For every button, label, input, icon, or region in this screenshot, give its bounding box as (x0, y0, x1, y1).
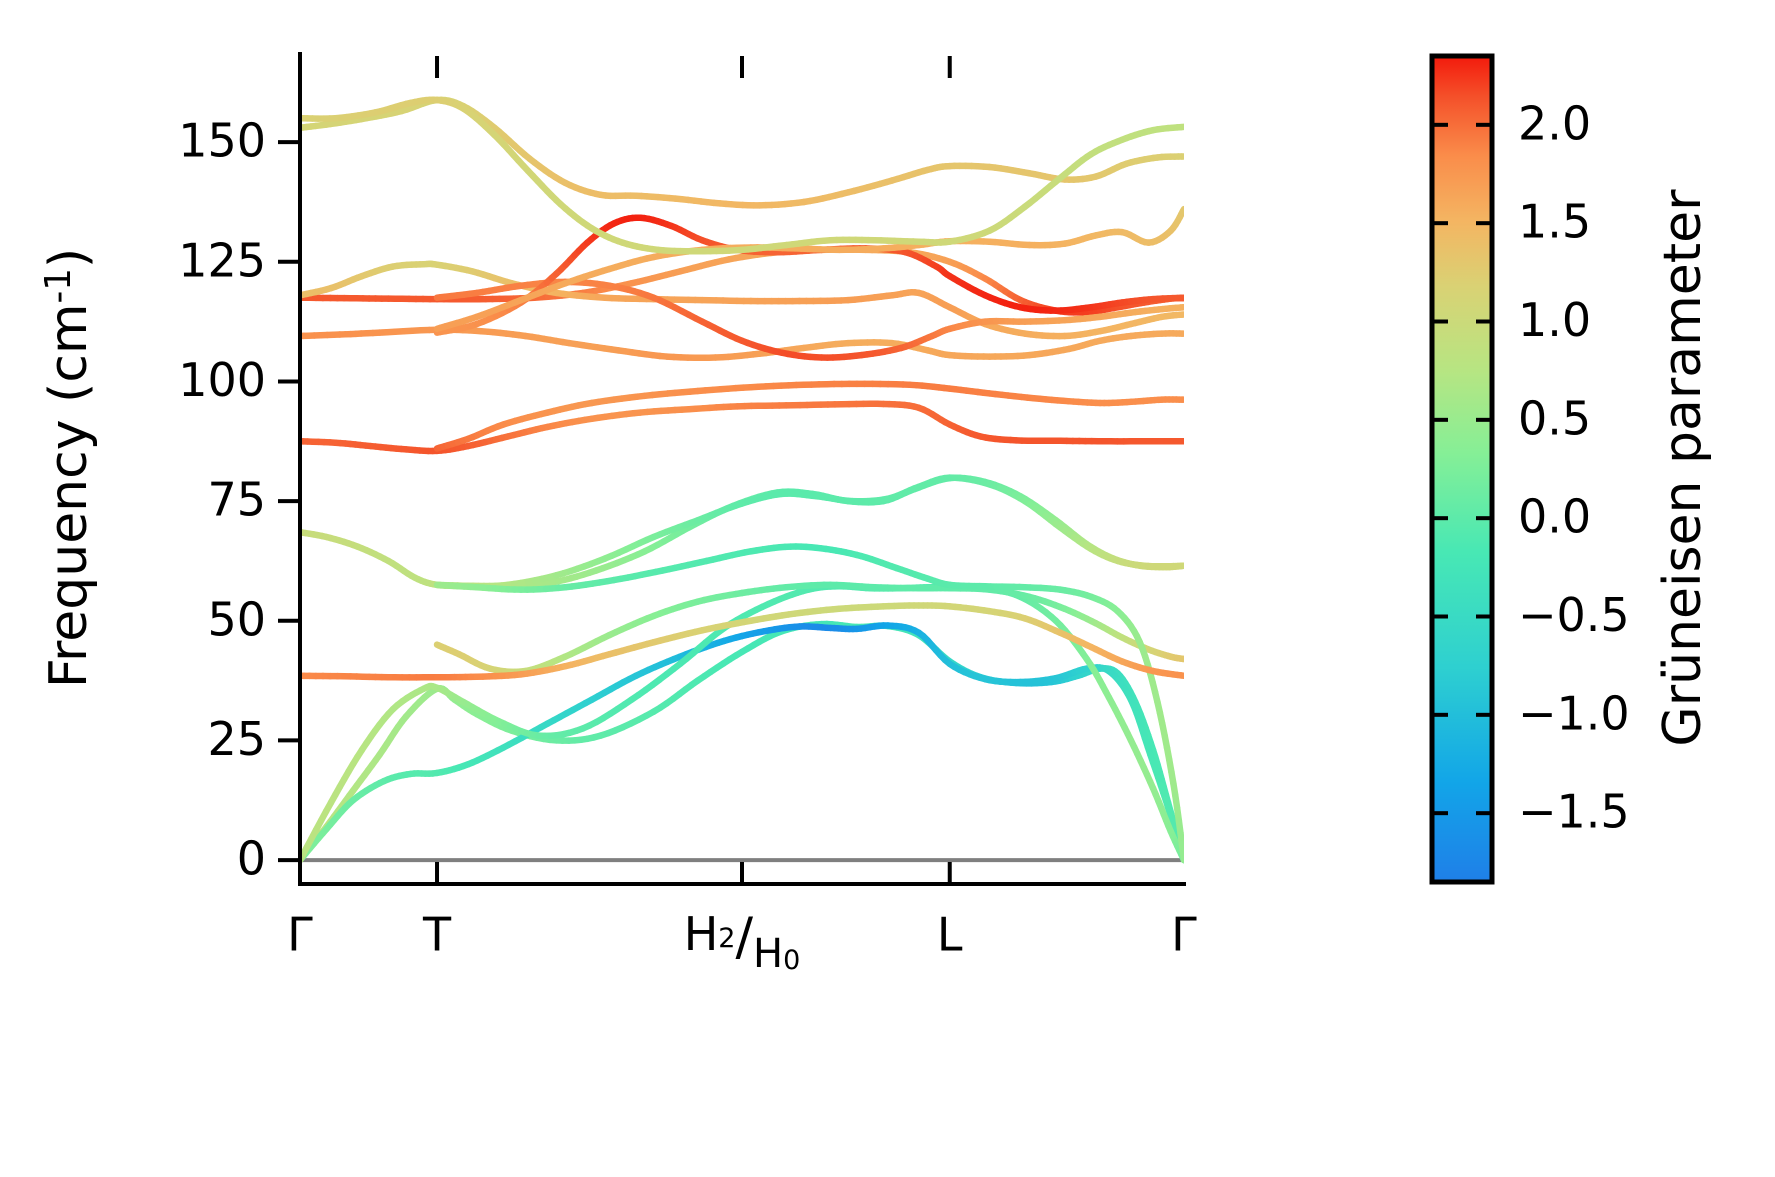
band-curve (433, 205, 1184, 333)
y-tick-label: 100 (178, 353, 266, 407)
band-curve (300, 474, 1184, 590)
band-curve (433, 581, 1184, 676)
colorbar-tick-label: −1.5 (1518, 785, 1630, 839)
colorbar[interactable]: 2.0 1.5 1.0 0.5 0.0 −0.5 −1.0 −1.5 Grüneisen pa… (1429, 53, 1713, 885)
colorbar-tick-label: 2.0 (1518, 96, 1591, 150)
band-curve (300, 326, 1184, 361)
y-tick-label: 50 (207, 592, 266, 646)
colorbar-title: Grüneisen parameter (1653, 189, 1713, 747)
colorbar-ticks: 2.0 1.5 1.0 0.5 0.0 −0.5 −1.0 −1.5 (1432, 96, 1630, 839)
band-curve (433, 380, 1184, 452)
x-tick-label-fraction: H2/H0 (684, 907, 801, 977)
colorbar-frame (1429, 53, 1495, 885)
colorbar-gradient (1432, 56, 1492, 882)
colorbar-tick-label: −0.5 (1518, 588, 1630, 642)
colorbar-tick-label: 1.0 (1518, 293, 1591, 347)
x-tick-label: Γ (287, 907, 313, 961)
band-curve (300, 620, 1184, 864)
band-curve (300, 400, 1184, 455)
x-axis-ticks (435, 56, 952, 884)
x-axis-tick-labels: Γ T H2/H0 L Γ (287, 907, 1197, 977)
band-curve (300, 96, 1184, 255)
colorbar-tick-label: 0.5 (1518, 391, 1591, 445)
y-tick-label: 0 (237, 832, 266, 886)
colorbar-tick-label: −1.0 (1518, 686, 1630, 740)
band-curves-group (300, 96, 1184, 864)
band-curve (433, 543, 1184, 864)
colorbar-tick-label: 0.0 (1518, 490, 1591, 544)
y-tick-label: 125 (178, 233, 266, 287)
y-tick-label: 150 (178, 114, 266, 168)
svg-text:Frequency (cm-1): Frequency (cm-1) (38, 248, 99, 688)
band-curve (300, 96, 1184, 209)
x-tick-label: L (937, 907, 963, 961)
y-axis-title: Frequency (cm-1) (38, 248, 99, 688)
y-axis-ticks: 0 25 50 75 100 125 150 (178, 114, 300, 886)
x-tick-label: T (422, 907, 452, 961)
band-curve (300, 602, 1184, 681)
y-axis-title-superscript: -1 (38, 268, 79, 303)
x-tick-label: Γ (1171, 907, 1197, 961)
colorbar-tick-label: 1.5 (1518, 195, 1591, 249)
band-curve (300, 622, 1184, 864)
y-tick-label: 25 (207, 712, 266, 766)
y-axis-title-text: Frequency (cm (39, 303, 99, 688)
y-tick-label: 75 (207, 473, 266, 527)
y-axis-title-tail: ) (39, 248, 99, 268)
